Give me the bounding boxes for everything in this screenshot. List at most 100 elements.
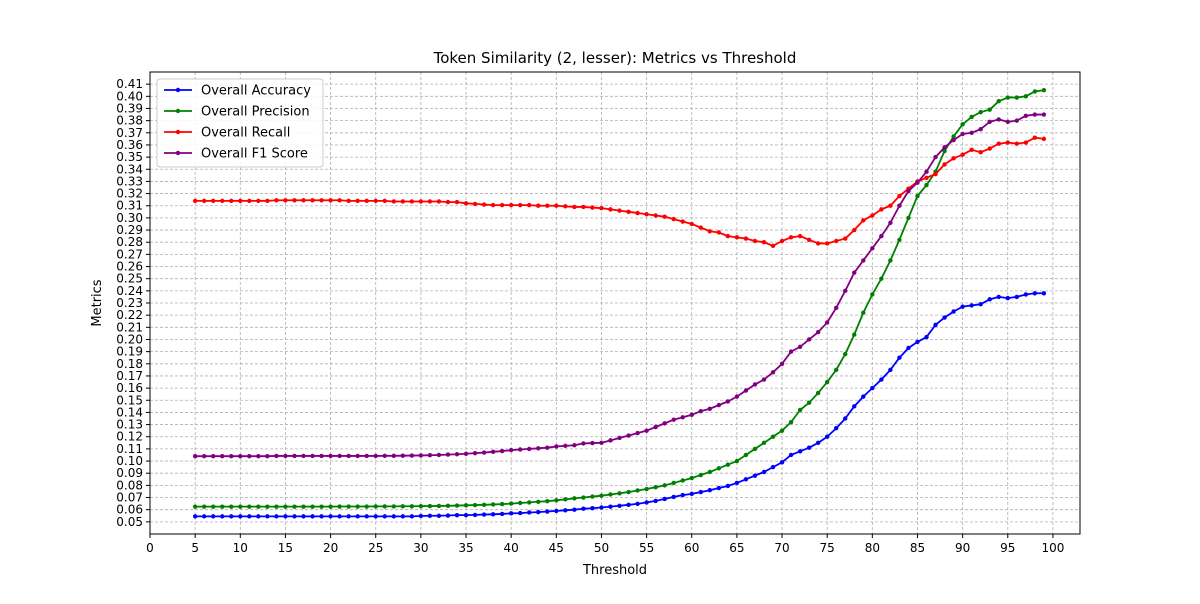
overall-f1-score-point [490,449,496,455]
overall-precision-point [301,504,306,509]
overall-recall-point [527,202,532,208]
overall-precision-point [337,504,342,509]
overall-f1-score-point [454,452,460,457]
overall-precision-point [815,390,821,396]
overall-precision-point [626,489,631,495]
overall-f1-score-point [960,131,965,137]
y-tick-label: 0.18 [116,357,143,371]
overall-accuracy-point [951,309,956,314]
overall-accuracy-point [508,511,514,516]
overall-precision-point [752,446,758,452]
overall-accuracy-point [761,469,767,475]
chart-title: Token Similarity (2, lesser): Metrics vs… [433,49,797,67]
overall-f1-score-point [897,203,902,208]
overall-precision-point [201,504,207,509]
overall-precision-point [698,472,703,478]
overall-recall-point [220,198,225,204]
overall-precision-point [463,503,469,508]
overall-precision-point [590,494,595,499]
overall-precision-point [256,504,261,509]
overall-f1-score-point [725,399,731,404]
overall-recall-point [545,203,550,208]
overall-precision-point [996,98,1001,104]
overall-accuracy-point [933,322,938,328]
overall-precision-point [292,504,297,509]
overall-recall-point [400,199,406,204]
overall-recall-point [752,238,758,244]
overall-precision-point [680,478,685,483]
overall-accuracy-point [698,489,703,495]
overall-accuracy-point [788,452,794,458]
overall-recall-point [662,214,667,219]
overall-f1-score-point [834,305,839,311]
overall-accuracy-point [888,367,893,373]
overall-recall-point [969,147,974,153]
legend-marker-overall-f1-score [175,150,181,156]
overall-precision-point [382,504,387,509]
overall-recall-point [508,202,514,208]
overall-f1-score-point [752,382,758,387]
overall-accuracy-point [969,303,974,308]
overall-recall-point [870,213,875,218]
overall-f1-score-point [662,421,667,426]
overall-f1-score-point [301,453,306,459]
overall-recall-point [517,202,523,208]
overall-accuracy-point [707,488,713,493]
overall-accuracy-point [499,511,505,517]
overall-recall-point [824,241,830,246]
x-tick-label: 85 [910,541,925,555]
y-tick-label: 0.11 [116,442,143,456]
overall-precision-point [1023,94,1029,99]
overall-f1-score-point [346,453,351,459]
overall-accuracy-point [301,514,306,519]
overall-recall-point [806,237,812,242]
overall-accuracy-point [319,514,324,519]
overall-precision-point [788,419,794,425]
overall-accuracy-point [626,502,631,508]
overall-f1-score-point [942,145,947,150]
overall-recall-point [391,199,396,204]
overall-f1-score-point [201,453,207,459]
overall-accuracy-point [292,514,297,519]
overall-recall-point [761,240,767,245]
overall-precision-point [716,466,722,471]
y-axis: 0.050.060.070.080.090.100.110.120.130.14… [116,77,150,529]
overall-precision-point [373,504,378,509]
overall-accuracy-point [472,512,478,518]
overall-precision-point [888,258,893,263]
overall-f1-score-point [265,453,270,459]
overall-recall-point [463,201,469,206]
overall-accuracy-point [734,480,740,486]
overall-accuracy-point [617,503,622,508]
overall-f1-score-point [824,320,830,325]
x-tick-label: 40 [504,541,519,555]
overall-accuracy-point [644,500,649,505]
overall-accuracy-point [346,514,351,519]
overall-precision-point [987,107,992,112]
overall-recall-point [861,218,866,223]
overall-f1-score-point [852,270,857,275]
overall-recall-point [635,210,640,216]
overall-f1-score-point [536,446,541,451]
overall-accuracy-point [671,494,676,500]
overall-precision-point [843,351,848,357]
x-tick-label: 50 [594,541,609,555]
overall-accuracy-point [680,492,685,498]
overall-precision-point [635,488,640,493]
overall-precision-point [861,310,866,315]
overall-precision-point [563,497,568,502]
overall-precision-point [1041,88,1047,93]
overall-recall-point [671,216,676,222]
overall-recall-point [346,198,351,204]
overall-accuracy-point [328,514,333,519]
series-layer [192,88,1047,519]
overall-f1-score-point [987,119,992,125]
overall-recall-point [364,198,369,204]
y-tick-label: 0.09 [116,466,143,480]
x-tick-label: 95 [1000,541,1015,555]
overall-recall-point [373,198,378,204]
x-tick-label: 25 [368,541,383,555]
overall-f1-score-point [310,453,315,459]
overall-precision-point [1005,95,1010,100]
overall-recall-point [608,207,613,212]
